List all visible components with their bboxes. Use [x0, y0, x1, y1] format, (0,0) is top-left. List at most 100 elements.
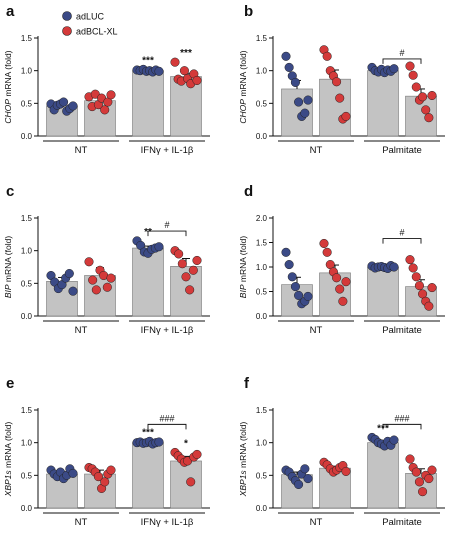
y-tick-label: 0.0	[21, 312, 33, 321]
data-point-adBCL-XL	[418, 92, 428, 102]
y-axis-label: CHOP mRNA (fold)	[3, 50, 13, 123]
panel-e: e 0.0 0.5 1.0 1.5 XBP1s mRNA (fold) NT IFNγ + I…	[3, 375, 210, 528]
data-point-adBCL-XL	[427, 465, 437, 475]
data-point-adBCL-XL	[405, 255, 415, 265]
legend-label-adLUC: adLUC	[76, 12, 105, 22]
significance-stars: *	[184, 438, 188, 449]
x-category-label: Palmitate	[382, 145, 422, 156]
legend-label-adBCL-XL: adBCL-XL	[76, 27, 118, 37]
data-point-adLUC	[59, 97, 69, 107]
y-tick-label: 1.5	[21, 214, 33, 223]
data-point-adBCL-XL	[186, 477, 196, 487]
bar-adBCL-XL	[319, 78, 351, 137]
data-point-adLUC	[300, 108, 310, 118]
bar-adLUC	[132, 247, 164, 317]
data-point-adBCL-XL	[332, 77, 342, 87]
y-axis-label-gene: XBP1s	[238, 470, 248, 498]
data-point-adBCL-XL	[174, 249, 184, 259]
y-tick-label: 0.0	[256, 504, 268, 513]
y-axis-label: XBP1s mRNA (fold)	[3, 422, 13, 498]
data-point-adBCL-XL	[408, 70, 418, 80]
data-point-adBCL-XL	[414, 281, 424, 291]
data-point-adBCL-XL	[181, 272, 191, 282]
significance-bracket	[147, 230, 187, 237]
data-point-adBCL-XL	[341, 277, 351, 287]
data-point-adBCL-XL	[424, 474, 434, 484]
y-tick-label: 1.5	[21, 34, 33, 43]
panel-f: f 0.0 0.5 1.0 1.5 XBP1s mRNA (fold) NT Palmitat…	[238, 375, 445, 528]
data-point-adBCL-XL	[427, 283, 437, 293]
data-point-adLUC	[287, 272, 297, 282]
bar-adLUC	[367, 266, 399, 317]
y-axis-label-gene: BIP	[3, 284, 13, 298]
panel-letter-a: a	[6, 3, 15, 20]
y-axis-label-suffix: mRNA (fold)	[3, 422, 13, 471]
y-axis-label-gene: XBP1s	[3, 470, 13, 498]
data-point-adLUC	[154, 242, 164, 252]
data-point-adLUC	[284, 260, 294, 270]
y-tick-label: 1.0	[256, 67, 268, 76]
y-axis-label-suffix: mRNA (fold)	[238, 50, 248, 99]
y-tick-label: 0.5	[256, 471, 268, 480]
data-point-adLUC	[389, 435, 399, 445]
data-point-adLUC	[281, 51, 291, 61]
significance-stars: ***	[142, 55, 154, 66]
data-point-adBCL-XL	[408, 263, 418, 273]
data-point-adBCL-XL	[341, 111, 351, 121]
data-point-adLUC	[68, 468, 78, 478]
y-axis-label: BIP mRNA (fold)	[3, 236, 13, 299]
y-tick-label: 0.5	[21, 471, 33, 480]
x-category-label: IFNγ + IL-1β	[141, 145, 194, 156]
y-tick-label: 0.0	[256, 132, 268, 141]
y-tick-label: 1.5	[256, 34, 268, 43]
x-category-label: NT	[75, 145, 88, 156]
data-point-adLUC	[154, 66, 164, 76]
data-point-adBCL-XL	[424, 113, 434, 123]
y-axis-label: CHOP mRNA (fold)	[238, 50, 248, 123]
y-tick-label: 0.0	[256, 312, 268, 321]
y-axis-label-gene: CHOP	[238, 99, 248, 124]
y-axis-label-suffix: mRNA (fold)	[3, 50, 13, 99]
y-tick-label: 0.5	[21, 99, 33, 108]
data-point-adBCL-XL	[93, 472, 103, 482]
data-point-adBCL-XL	[341, 466, 351, 476]
significance-hash: ###	[394, 413, 409, 423]
x-category-label: Palmitate	[382, 517, 422, 528]
data-point-adBCL-XL	[421, 105, 431, 115]
data-point-adBCL-XL	[106, 465, 116, 475]
y-axis-label-suffix: mRNA (fold)	[3, 236, 13, 285]
y-axis-label: XBP1s mRNA (fold)	[238, 422, 248, 498]
y-tick-label: 1.0	[21, 247, 33, 256]
panel-letter-c: c	[6, 183, 14, 200]
y-tick-label: 1.5	[256, 406, 268, 415]
data-point-adBCL-XL	[185, 285, 195, 295]
data-point-adBCL-XL	[192, 75, 202, 86]
y-tick-label: 1.5	[21, 406, 33, 415]
data-point-adLUC	[284, 62, 294, 72]
data-point-adBCL-XL	[405, 61, 415, 71]
significance-stars: ***	[142, 427, 154, 438]
data-point-adBCL-XL	[322, 247, 332, 257]
x-category-label: NT	[310, 325, 323, 336]
x-category-label: IFNγ + IL-1β	[141, 325, 194, 336]
significance-bracket	[382, 58, 422, 64]
bar-adBCL-XL	[170, 460, 202, 509]
panel-a: a 0.0 0.5 1.0 1.5 CHOP mRNA (fold) NT IFNγ + IL…	[3, 3, 210, 156]
y-axis-label-gene: BIP	[238, 284, 248, 298]
data-point-adBCL-XL	[100, 477, 110, 487]
y-tick-label: 1.0	[21, 439, 33, 448]
y-tick-label: 0.0	[21, 132, 33, 141]
data-point-adBCL-XL	[411, 82, 421, 92]
data-point-adLUC	[294, 479, 304, 490]
panel-c: c 0.0 0.5 1.0 1.5 BIP mRNA (fold) NT IFNγ + IL-…	[3, 183, 210, 336]
data-point-adBCL-XL	[177, 259, 187, 269]
data-point-adLUC	[303, 95, 313, 105]
x-category-label: IFNγ + IL-1β	[141, 517, 194, 528]
data-point-adLUC	[290, 77, 300, 87]
data-point-adBCL-XL	[322, 51, 332, 61]
data-point-adLUC	[294, 290, 304, 300]
data-point-adBCL-XL	[84, 257, 94, 267]
x-category-label: NT	[310, 145, 323, 156]
data-point-adBCL-XL	[179, 66, 189, 76]
x-category-label: NT	[75, 325, 88, 336]
